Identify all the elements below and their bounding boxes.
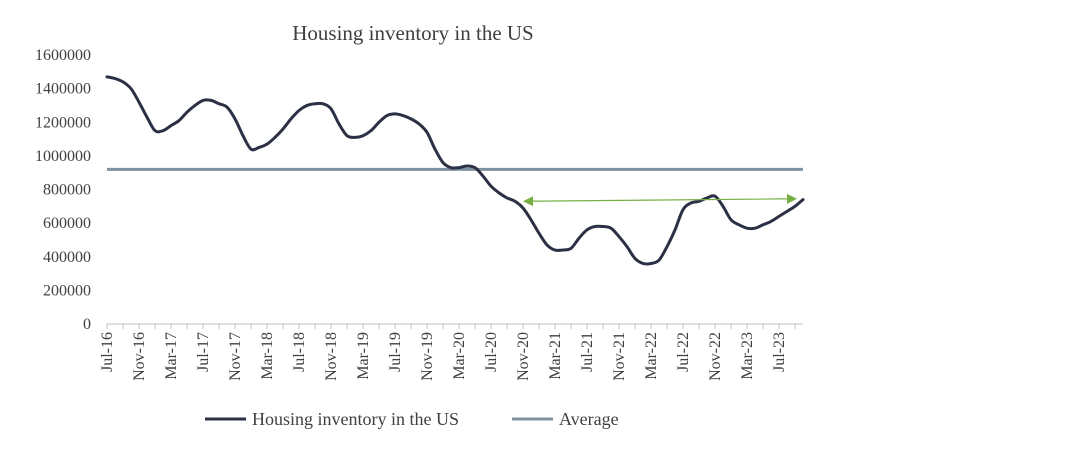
y-tick-label: 800000 [43,182,91,199]
x-tick-label: Mar-19 [355,332,372,380]
legend-label-inventory: Housing inventory in the US [252,409,459,429]
plot-area [105,75,805,266]
y-tick-label: 1600000 [35,47,91,64]
legend-label-average: Average [559,409,619,429]
y-tick-label: 200000 [43,282,91,299]
x-tick-label: Jul-23 [771,332,788,372]
y-axis: 0 200000 400000 600000 800000 1000000 1200000 1… [35,47,91,333]
y-tick-label: 600000 [43,215,91,232]
x-tick-label: Mar-20 [451,332,468,380]
x-tick-label: Jul-19 [387,332,404,372]
x-tick-label: Jul-18 [291,332,308,372]
y-tick-label: 400000 [43,249,91,266]
x-axis: Jul-16 Nov-16 Mar-17 Jul-17 Nov-17 Mar-18 Jul-… [99,323,803,381]
x-tick-label: Jul-20 [483,332,500,372]
x-tick-label: Nov-17 [227,332,244,381]
annotation-double-arrow [523,193,797,207]
legend: Housing inventory in the US Average [205,409,619,429]
x-tick-label: Mar-21 [547,332,564,380]
x-tick-label: Mar-23 [739,332,756,380]
x-tick-label: Nov-18 [323,332,340,381]
y-tick-label: 1200000 [35,114,91,131]
x-tick-label: Jul-22 [675,332,692,372]
x-tick-label: Nov-20 [515,332,532,381]
x-tick-label: Jul-21 [579,332,596,372]
x-tick-label: Mar-18 [259,332,276,380]
x-tick-label: Nov-19 [419,332,436,381]
x-tick-label: Nov-16 [131,332,148,381]
x-tick-label: Mar-17 [163,332,180,380]
y-tick-label: 1400000 [35,81,91,98]
x-tick-label: Mar-22 [643,332,660,380]
x-tick-label: Nov-21 [611,332,628,381]
x-tick-label: Jul-16 [99,332,116,372]
chart-title: Housing inventory in the US [292,21,534,45]
annotations [523,193,797,207]
x-tick-label: Jul-17 [195,332,212,372]
y-tick-label: 1000000 [35,148,91,165]
x-tick-label: Nov-22 [707,332,724,381]
y-tick-label: 0 [83,316,91,333]
